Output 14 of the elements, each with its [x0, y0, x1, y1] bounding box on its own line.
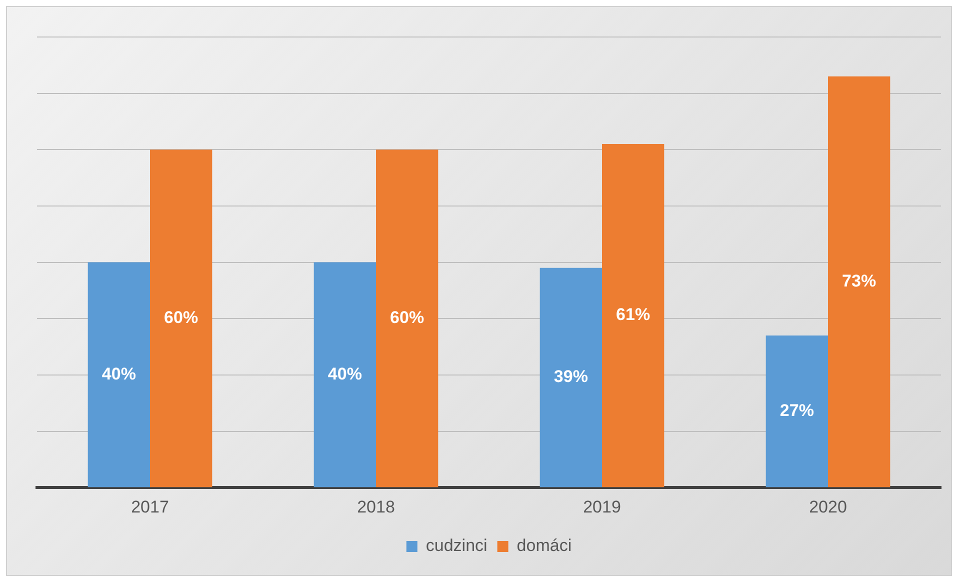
legend-label: domáci: [516, 536, 572, 556]
x-tick-label: 2018: [357, 497, 395, 516]
data-label: 39%: [554, 367, 588, 386]
x-tick-label: 2019: [583, 497, 621, 516]
data-label: 40%: [102, 364, 136, 384]
data-label: 60%: [390, 308, 424, 328]
data-label: 73%: [842, 271, 876, 290]
data-label: 27%: [780, 401, 814, 420]
data-label: 60%: [164, 308, 198, 328]
x-tick-label: 2020: [809, 497, 847, 516]
x-tick-label: 2017: [131, 497, 169, 516]
legend-label: cudzinci: [426, 536, 488, 556]
data-label: 61%: [616, 305, 650, 324]
data-label: 40%: [328, 364, 362, 384]
